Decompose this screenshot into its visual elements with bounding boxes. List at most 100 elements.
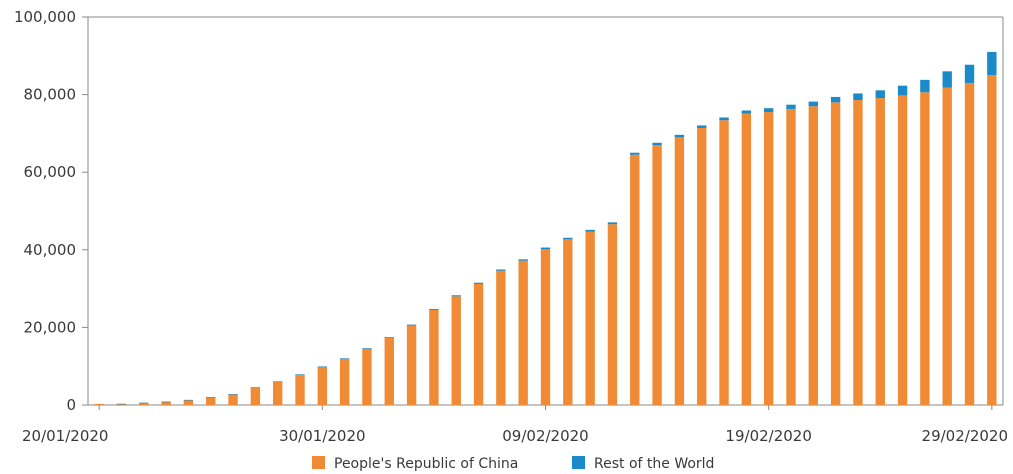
bar-china bbox=[920, 92, 930, 406]
bar-rest-of-world bbox=[250, 387, 261, 388]
bar-china bbox=[451, 296, 461, 405]
x-tick-label: 09/02/2020 bbox=[502, 427, 588, 445]
bar-rest-of-world bbox=[384, 337, 394, 338]
bar-china bbox=[496, 270, 506, 405]
bar-china bbox=[339, 358, 350, 405]
bar-china bbox=[273, 381, 283, 405]
bar-rest-of-world bbox=[920, 79, 930, 93]
bar-rest-of-world bbox=[228, 394, 238, 395]
bar-china bbox=[875, 98, 885, 405]
bar-rest-of-world bbox=[139, 402, 149, 404]
bar-rest-of-world bbox=[540, 247, 551, 250]
y-axis-tick-labels: 0 20,000 40,000 60,000 80,000 100,000 bbox=[14, 8, 88, 414]
bar-rest-of-world bbox=[741, 110, 752, 114]
bar-china bbox=[161, 401, 171, 405]
x-tick-label: 30/01/2020 bbox=[279, 427, 365, 445]
bar-rest-of-world bbox=[183, 399, 194, 401]
bar-china bbox=[116, 403, 127, 405]
bar-china bbox=[295, 374, 305, 405]
bar-rest-of-world bbox=[451, 295, 461, 297]
bar-china bbox=[540, 249, 551, 405]
bar-rest-of-world bbox=[339, 358, 350, 359]
legend-swatch-rest-of-world bbox=[572, 456, 585, 469]
y-tick-label: 60,000 bbox=[24, 163, 77, 181]
bar-china bbox=[563, 239, 573, 405]
bar-rest-of-world bbox=[161, 401, 171, 403]
bar-china bbox=[607, 224, 618, 405]
bar-rest-of-world bbox=[518, 259, 528, 261]
bar-rest-of-world bbox=[585, 229, 595, 232]
bar-china bbox=[808, 106, 818, 406]
x-tick-label: 20/01/2020 bbox=[22, 427, 108, 445]
x-axis-tick-labels: 20/01/2020 30/01/2020 09/02/2020 19/02/2020… bbox=[22, 405, 1008, 445]
bar-rest-of-world bbox=[786, 104, 796, 109]
bar-rest-of-world bbox=[429, 308, 439, 310]
legend-label-china: People's Republic of China bbox=[334, 456, 518, 472]
bar-rest-of-world bbox=[406, 324, 417, 326]
bar-china bbox=[139, 402, 149, 405]
bar-rest-of-world bbox=[362, 348, 372, 349]
x-tick-label: 19/02/2020 bbox=[725, 427, 811, 445]
bar-rest-of-world bbox=[607, 222, 618, 225]
bar-rest-of-world bbox=[496, 269, 506, 271]
bar-china bbox=[362, 348, 372, 405]
bar-china bbox=[585, 231, 595, 405]
bar-china bbox=[429, 309, 439, 405]
bar-china bbox=[964, 82, 975, 406]
bar-china bbox=[697, 127, 707, 405]
bar-china bbox=[317, 366, 328, 405]
bar-china bbox=[763, 112, 774, 405]
legend-swatch-china bbox=[312, 456, 325, 469]
bar-china bbox=[473, 283, 484, 405]
bar-china bbox=[94, 403, 104, 405]
legend-label-rest-of-world: Rest of the World bbox=[594, 456, 714, 472]
bar-rest-of-world bbox=[116, 403, 127, 405]
bar-rest-of-world bbox=[763, 108, 774, 113]
bar-china bbox=[183, 399, 194, 405]
bar-rest-of-world bbox=[652, 142, 662, 146]
bar-rest-of-world bbox=[273, 381, 283, 383]
bar-rest-of-world bbox=[964, 64, 975, 83]
bar-china bbox=[206, 397, 216, 405]
y-tick-label: 0 bbox=[66, 396, 76, 414]
bar-china bbox=[674, 137, 685, 405]
bar-china bbox=[830, 102, 841, 406]
bar-rest-of-world bbox=[853, 93, 863, 101]
y-tick-label: 20,000 bbox=[24, 318, 77, 336]
bar-china bbox=[719, 120, 729, 406]
bar-china bbox=[942, 87, 952, 406]
bar-china bbox=[652, 145, 662, 406]
bar-rest-of-world bbox=[697, 125, 707, 128]
bar-rest-of-world bbox=[674, 134, 685, 138]
bar-china bbox=[406, 325, 417, 405]
y-tick-label: 40,000 bbox=[24, 241, 77, 259]
bar-rest-of-world bbox=[317, 366, 328, 368]
bar-china bbox=[518, 260, 528, 405]
bar-rest-of-world bbox=[719, 117, 729, 121]
bar-china bbox=[897, 95, 908, 405]
x-tick-label: 29/02/2020 bbox=[922, 427, 1008, 445]
bar-rest-of-world bbox=[987, 51, 997, 76]
bar-rest-of-world bbox=[808, 101, 818, 107]
bar-china bbox=[786, 108, 796, 406]
bar-rest-of-world bbox=[942, 71, 952, 88]
bar-rest-of-world bbox=[875, 90, 885, 99]
bar-rest-of-world bbox=[830, 96, 841, 103]
bar-china bbox=[250, 387, 261, 405]
y-tick-label: 80,000 bbox=[24, 86, 77, 104]
chart-legend: People's Republic of China Rest of the Wo… bbox=[312, 456, 714, 472]
bar-rest-of-world bbox=[473, 282, 484, 284]
bar-rest-of-world bbox=[206, 397, 216, 398]
chart-bars bbox=[94, 51, 997, 406]
bar-china bbox=[228, 394, 238, 405]
bar-china bbox=[853, 100, 863, 405]
bar-rest-of-world bbox=[295, 374, 305, 375]
y-tick-label: 100,000 bbox=[14, 8, 76, 26]
bar-china bbox=[987, 75, 997, 405]
bar-rest-of-world bbox=[563, 237, 573, 240]
bar-china bbox=[384, 337, 394, 405]
bar-china bbox=[630, 154, 640, 405]
bar-rest-of-world bbox=[630, 152, 640, 155]
bar-rest-of-world bbox=[897, 85, 908, 96]
